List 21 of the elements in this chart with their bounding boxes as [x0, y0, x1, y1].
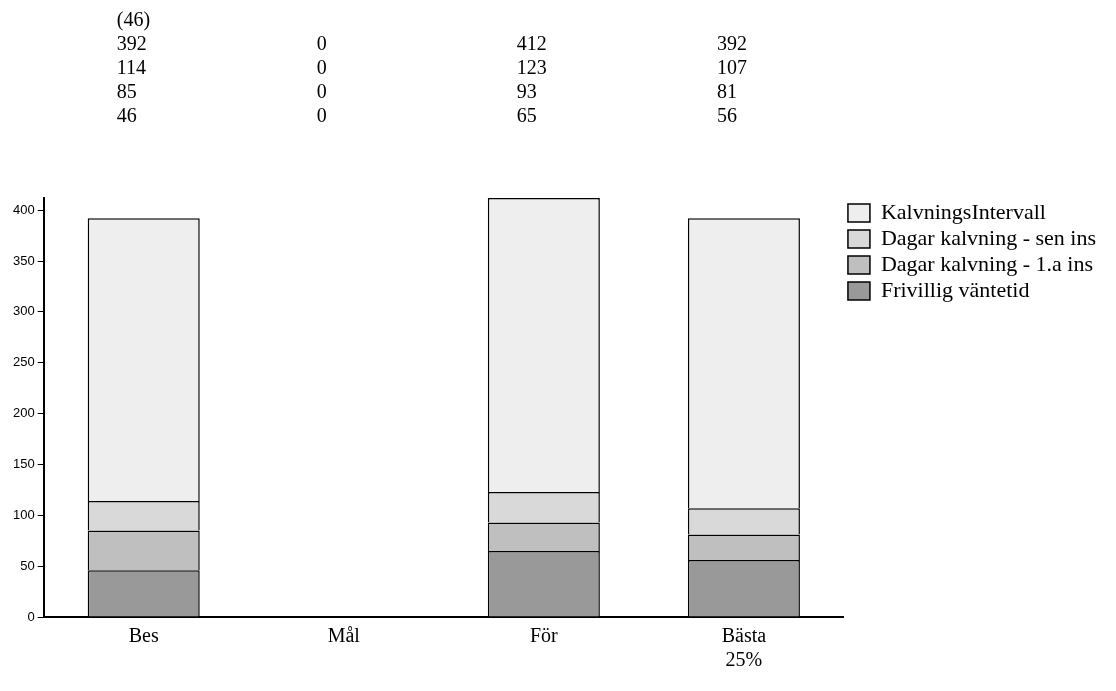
- y-tick-label: 250: [12, 354, 35, 370]
- text: (46) 392 114 85 46: [116, 8, 151, 127]
- y-tick-label: 200: [12, 405, 35, 421]
- y-tick-label: 100: [12, 506, 35, 522]
- x-tick-label: För: [529, 624, 559, 647]
- y-tick-label: 300: [12, 303, 35, 319]
- legend-label: KalvningsIntervall: [880, 198, 1046, 224]
- legend-label: Frivillig väntetid: [880, 276, 1030, 302]
- x-tick-label: Bes: [128, 624, 159, 647]
- y-tick-label: 400: [12, 201, 35, 217]
- text: 392 107 81 56: [716, 32, 747, 127]
- x-tick-label: Bästa 25%: [721, 624, 767, 671]
- legend-label: Dagar kalvning - sen ins: [880, 224, 1096, 250]
- y-tick-label: 50: [20, 557, 35, 573]
- legend-label: Dagar kalvning - 1.a ins: [880, 250, 1093, 276]
- text: 412 123 93 65: [516, 32, 547, 127]
- y-tick-label: 150: [12, 456, 35, 472]
- y-tick-label: 350: [12, 252, 35, 268]
- x-tick-label: Mål: [327, 624, 361, 647]
- text: 0 0 0 0: [316, 32, 327, 127]
- y-tick-label: 0: [27, 608, 35, 624]
